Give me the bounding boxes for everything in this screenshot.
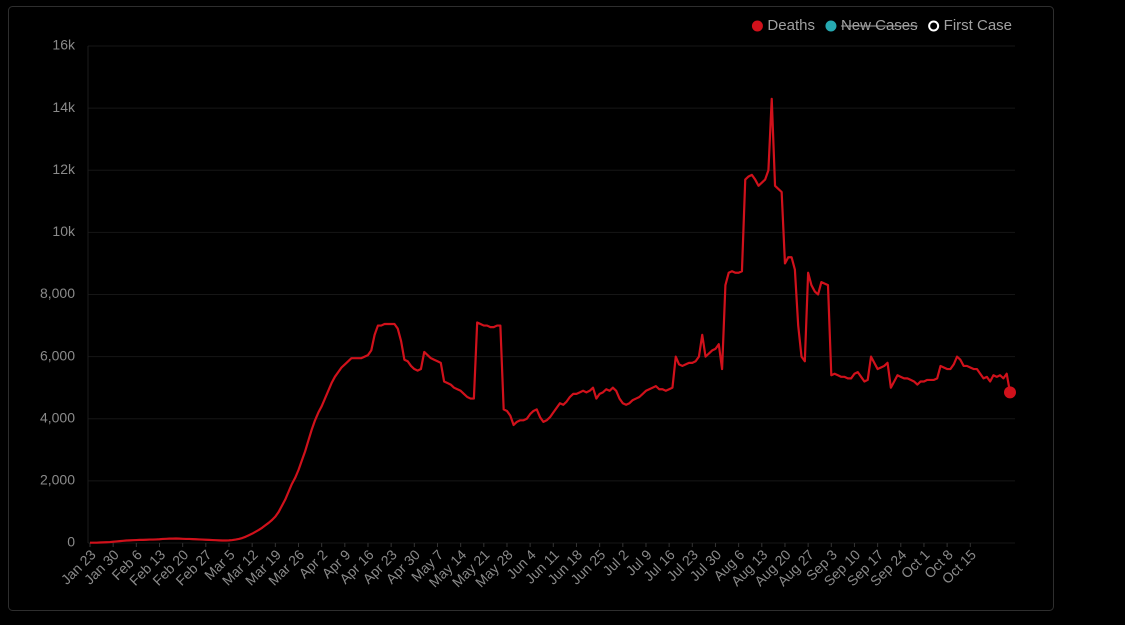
- legend-marker: [751, 20, 763, 32]
- y-tick-label: 4,000: [40, 409, 75, 425]
- y-tick-label: 14k: [52, 99, 76, 115]
- end-point: [1004, 386, 1016, 399]
- y-tick-label: 12k: [52, 161, 76, 177]
- legend-label: First Case: [944, 17, 1012, 34]
- y-tick-label: 2,000: [40, 472, 75, 488]
- y-tick-label: 6,000: [40, 347, 75, 363]
- legend-label: Deaths: [767, 17, 815, 34]
- y-tick-label: 10k: [52, 223, 76, 239]
- y-tick-label: 16k: [52, 37, 76, 53]
- legend-marker: [928, 20, 940, 32]
- legend-label: New Cases: [841, 17, 918, 34]
- chart-panel: [8, 6, 1054, 611]
- y-tick-label: 8,000: [40, 285, 75, 301]
- y-tick-label: 0: [67, 534, 75, 550]
- legend-marker: [825, 20, 837, 32]
- line-series: [90, 97, 1012, 544]
- legend: First Case New Cases Deaths: [751, 17, 1012, 34]
